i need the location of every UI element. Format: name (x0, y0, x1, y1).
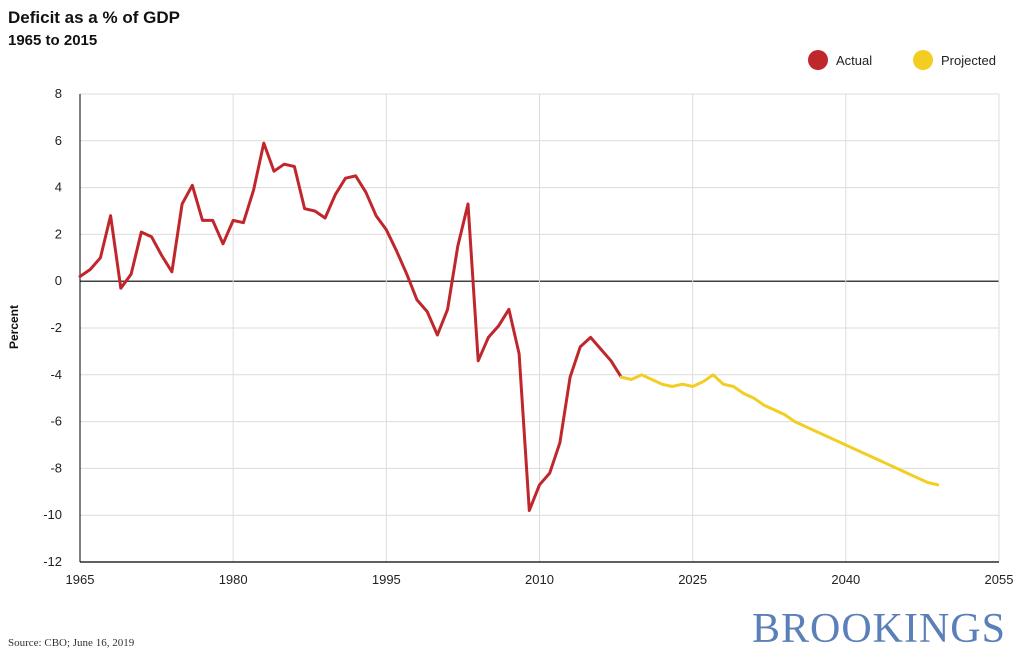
y-tick-label: 4 (55, 180, 62, 195)
y-tick-label: -4 (50, 367, 62, 382)
source-note: Source: CBO; June 16, 2019 (8, 637, 135, 649)
y-tick-label: 0 (55, 273, 62, 288)
legend-swatch-actual (808, 50, 828, 70)
series-line-actual (78, 141, 623, 512)
y-tick-label: -6 (50, 414, 62, 429)
chart-title: Deficit as a % of GDP (8, 8, 180, 27)
y-tick-label: 8 (55, 86, 62, 101)
deficit-line-chart: 8 6 4 2 0 -2 -4 -6 -8 -10 -12 1965 1980 1995 2010 2025… (7, 86, 1014, 587)
series-lines (78, 141, 940, 512)
y-tick-label: 2 (55, 226, 62, 241)
x-tick-label: 1995 (372, 572, 401, 587)
y-tick-label: -12 (43, 554, 62, 569)
x-tick-labels: 1965 1980 1995 2010 2025 2040 2055 (66, 572, 1014, 587)
chart-subtitle: 1965 to 2015 (8, 32, 98, 49)
grid-lines (79, 93, 1000, 563)
legend-label-actual: Actual (836, 52, 873, 68)
y-tick-label: -2 (50, 320, 62, 335)
x-tick-label: 1980 (219, 572, 248, 587)
x-tick-label: 2010 (525, 572, 554, 587)
legend-item-actual: Actual (808, 50, 872, 70)
legend-label-projected: Projected (941, 52, 996, 68)
legend-swatch-projected (913, 50, 933, 70)
series-line-projected (619, 373, 940, 487)
brookings-logo: BROOKINGS (751, 606, 1006, 652)
x-tick-label: 2055 (985, 572, 1014, 587)
y-tick-label: -10 (43, 507, 62, 522)
x-tick-label: 2040 (831, 572, 860, 587)
x-tick-label: 2025 (678, 572, 707, 587)
legend-item-projected: Projected (913, 50, 996, 70)
y-tick-label: -8 (50, 460, 62, 475)
y-tick-label: 6 (55, 133, 62, 148)
y-tick-labels: 8 6 4 2 0 -2 -4 -6 -8 -10 -12 (43, 86, 62, 569)
y-axis-label: Percent (7, 305, 21, 349)
x-tick-label: 1965 (66, 572, 95, 587)
